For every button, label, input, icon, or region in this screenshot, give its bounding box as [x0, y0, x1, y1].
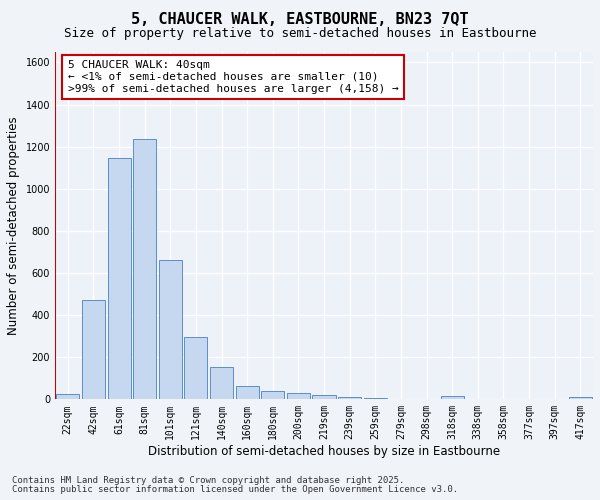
Bar — [56, 394, 79, 400]
Bar — [261, 391, 284, 400]
Bar — [133, 140, 156, 400]
Bar — [364, 398, 387, 400]
Bar — [313, 395, 335, 400]
Bar — [107, 158, 131, 400]
Text: 5, CHAUCER WALK, EASTBOURNE, BN23 7QT: 5, CHAUCER WALK, EASTBOURNE, BN23 7QT — [131, 12, 469, 28]
Bar — [440, 396, 464, 400]
Text: Size of property relative to semi-detached houses in Eastbourne: Size of property relative to semi-detach… — [64, 28, 536, 40]
Bar — [389, 399, 412, 400]
Bar — [338, 398, 361, 400]
Text: 5 CHAUCER WALK: 40sqm
← <1% of semi-detached houses are smaller (10)
>99% of sem: 5 CHAUCER WALK: 40sqm ← <1% of semi-deta… — [68, 60, 398, 94]
Bar — [287, 393, 310, 400]
Bar — [159, 260, 182, 400]
Bar — [236, 386, 259, 400]
Bar — [569, 398, 592, 400]
Text: Contains public sector information licensed under the Open Government Licence v3: Contains public sector information licen… — [12, 485, 458, 494]
Y-axis label: Number of semi-detached properties: Number of semi-detached properties — [7, 116, 20, 335]
Bar — [82, 300, 105, 400]
X-axis label: Distribution of semi-detached houses by size in Eastbourne: Distribution of semi-detached houses by … — [148, 445, 500, 458]
Bar — [184, 338, 208, 400]
Bar — [210, 367, 233, 400]
Text: Contains HM Land Registry data © Crown copyright and database right 2025.: Contains HM Land Registry data © Crown c… — [12, 476, 404, 485]
